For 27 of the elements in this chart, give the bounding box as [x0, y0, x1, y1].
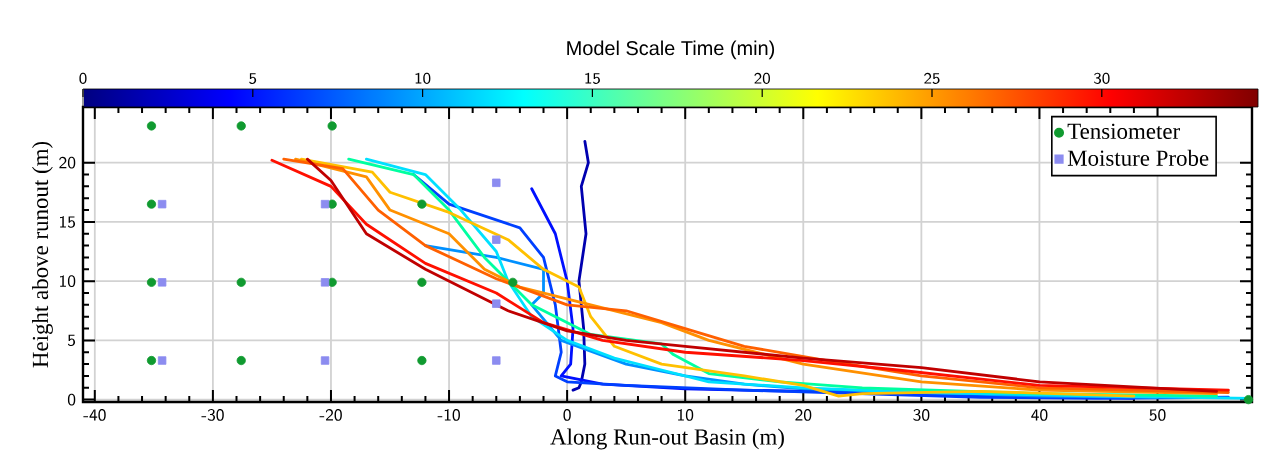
color-bar-label: 30: [1094, 72, 1110, 84]
y-tick-label: 15: [60, 216, 76, 228]
color-bar-label: 10: [415, 72, 431, 84]
x-axis-title: Along Run-out Basin (m): [550, 428, 784, 450]
x-tick-label: -10: [437, 409, 460, 421]
x-tick-label: -40: [83, 409, 106, 421]
x-tick-label: 50: [1149, 409, 1166, 421]
y-axis-title: Height above runout (m): [32, 141, 53, 368]
y-tick-label: 0: [67, 393, 76, 406]
color-bar-title: Model Scale Time (min): [567, 40, 775, 60]
x-tick-label: 0: [563, 409, 571, 421]
legend-label: Tensiometer: [1067, 123, 1180, 140]
x-tick-label: 40: [1031, 409, 1048, 421]
x-tick-label: -20: [319, 409, 342, 421]
legend-label: Moisture Probe: [1067, 149, 1209, 166]
color-bar-label: 5: [249, 73, 257, 84]
color-bar-label: 0: [79, 72, 87, 84]
color-bar-label: 15: [585, 72, 600, 84]
y-tick-label: 20: [59, 156, 76, 169]
color-bar-label: 20: [754, 72, 770, 84]
y-tick-label: 10: [60, 275, 76, 288]
x-tick-label: 10: [678, 409, 694, 421]
x-tick-label: -30: [201, 409, 224, 421]
y-tick-label: 5: [67, 334, 76, 347]
x-tick-label: 20: [795, 409, 812, 421]
color-bar-label: 25: [924, 72, 940, 84]
x-tick-label: 30: [913, 409, 930, 421]
